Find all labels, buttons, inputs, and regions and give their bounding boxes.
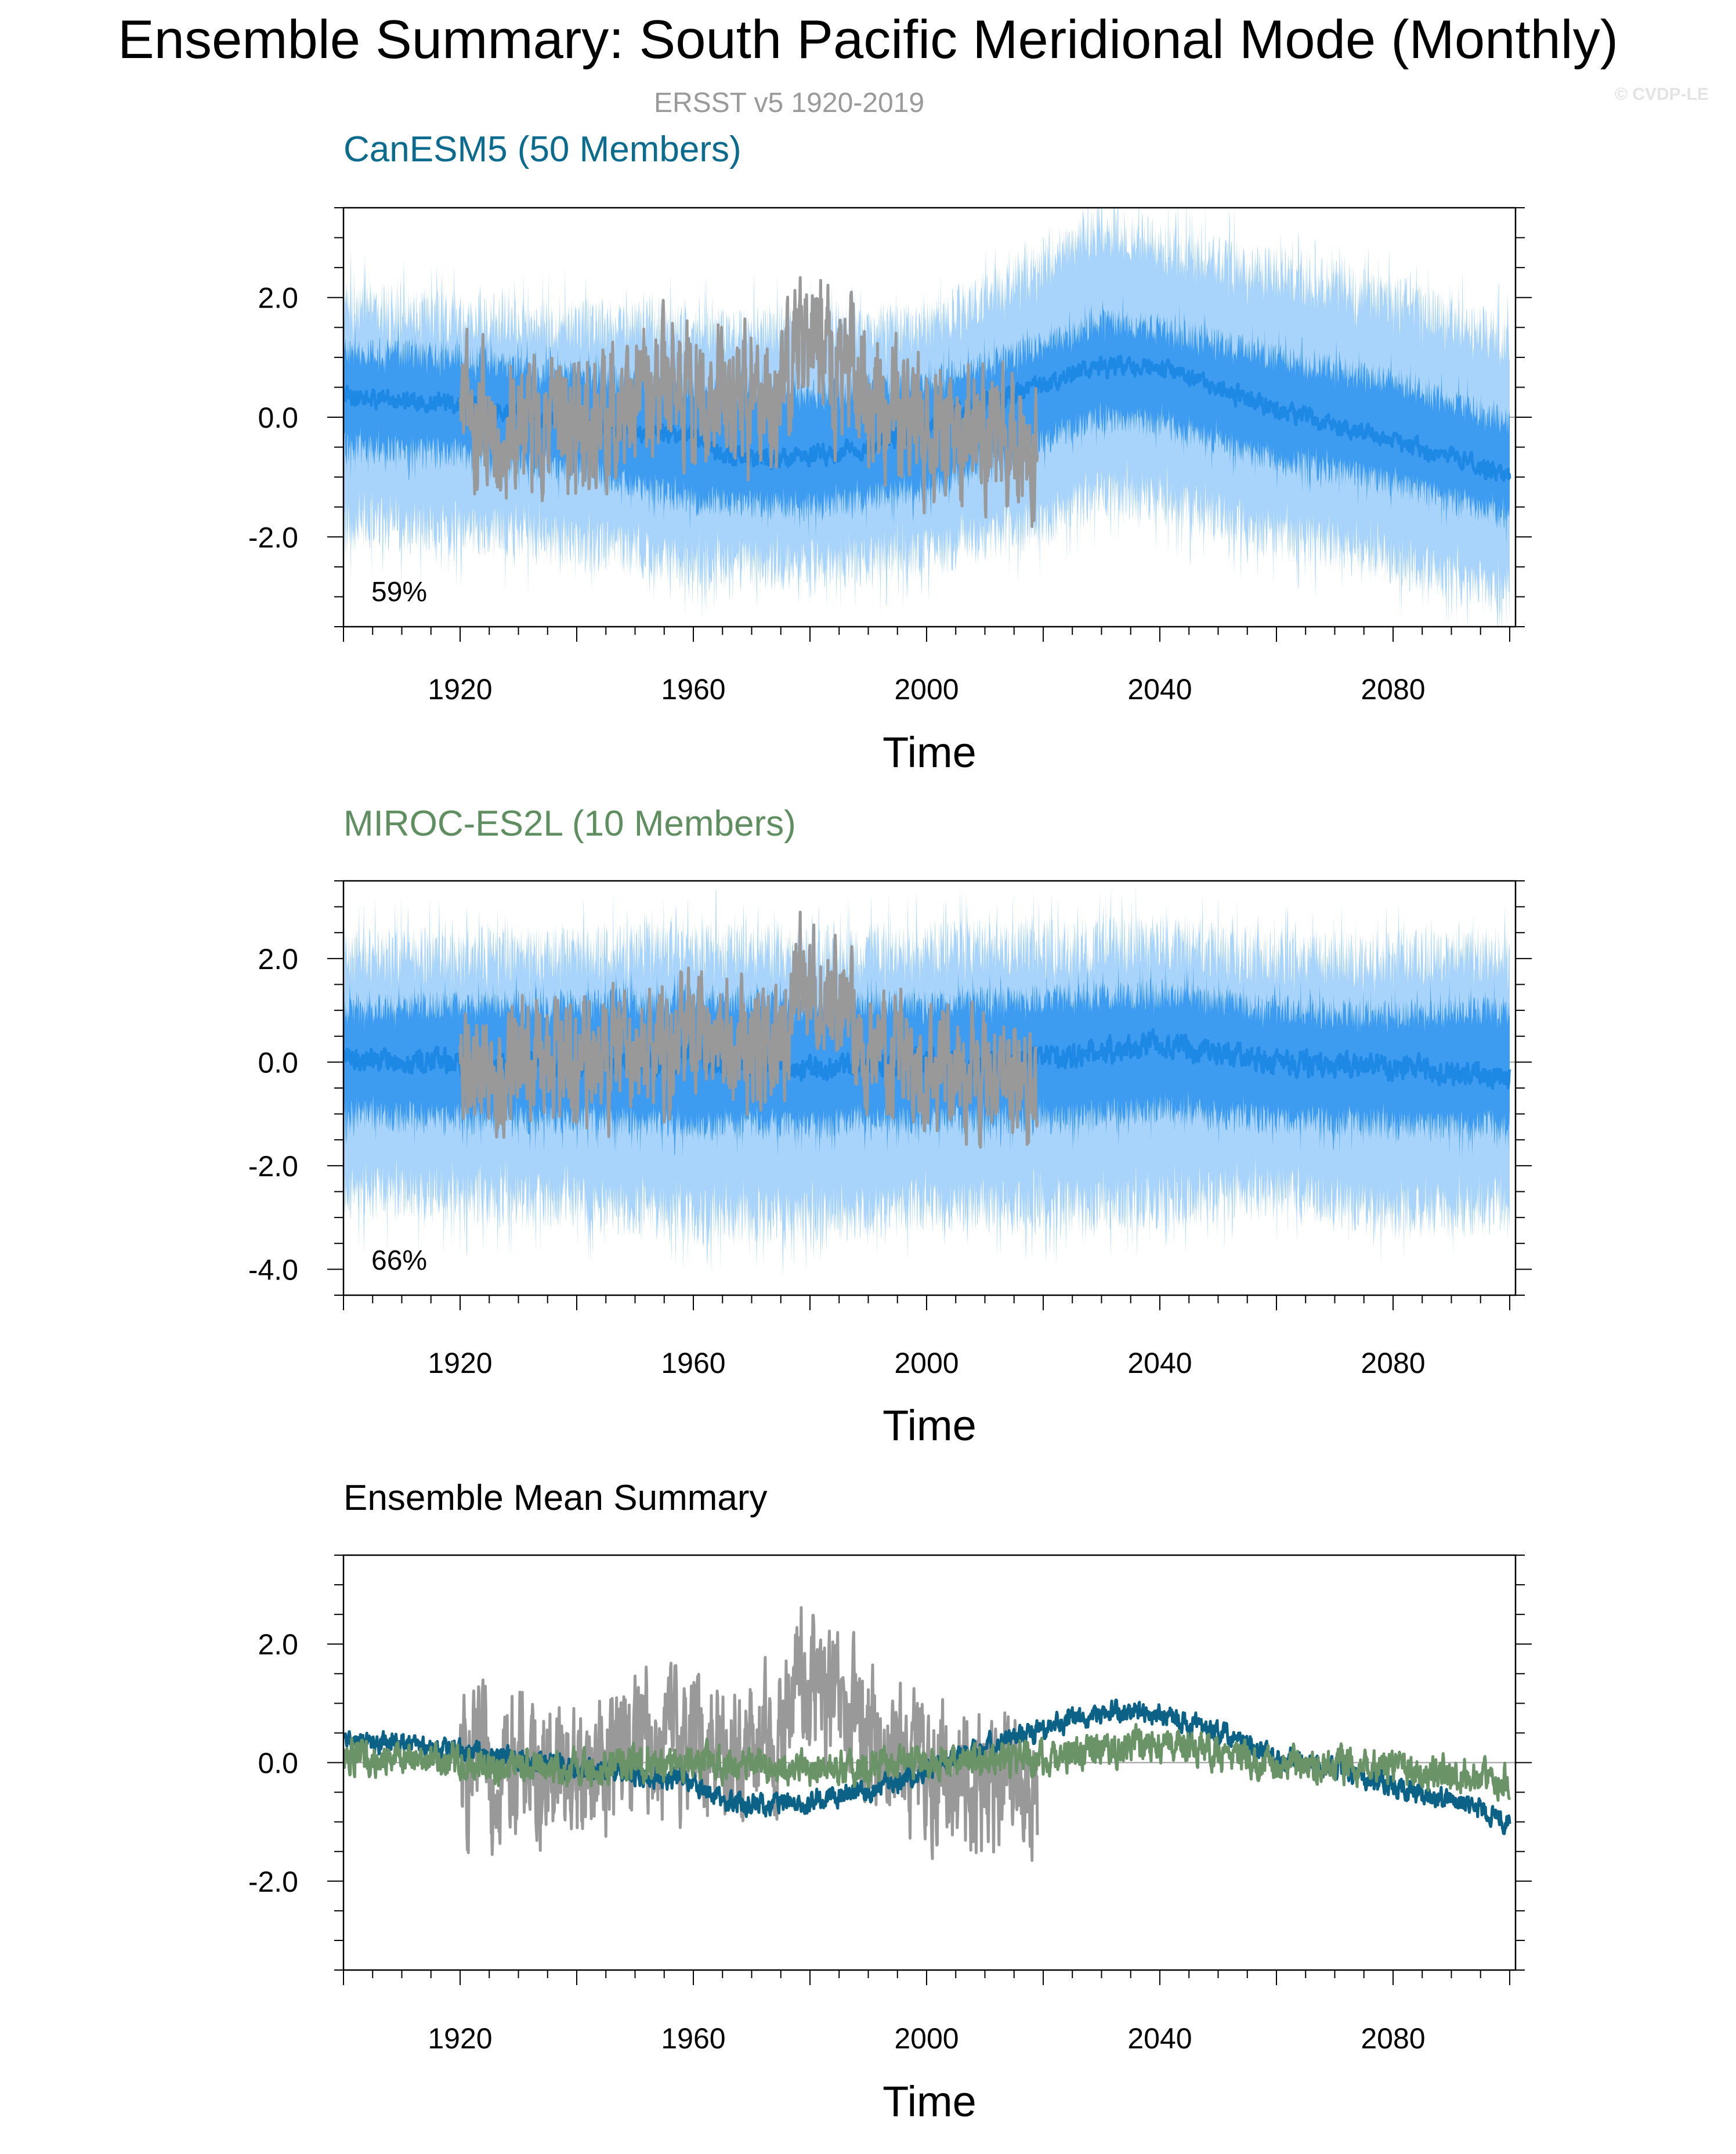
chart-panel-2: MIROC-ES2L (10 Members) 2.0 0.0 -2.0 -4.0 192… — [248, 804, 1532, 1450]
x-tick-label: 2000 — [894, 673, 959, 706]
panel-title: Ensemble Mean Summary — [343, 1478, 768, 1518]
y-tick-label: 2.0 — [258, 1628, 298, 1661]
x-tick-label: 1920 — [428, 673, 492, 706]
panel-annotation: 66% — [371, 1245, 427, 1276]
x-axis-label: Time — [883, 2077, 976, 2126]
x-tick-label: 2080 — [1361, 1347, 1425, 1379]
x-tick-label: 2000 — [894, 2022, 959, 2055]
series-line-miroc-es2l-ensemble-mean — [343, 1723, 1511, 1802]
x-tick-label: 1960 — [661, 673, 725, 706]
y-tick-label: 2.0 — [258, 282, 298, 315]
series-line-ersst-v5 — [458, 276, 1039, 529]
x-tick-label: 2000 — [894, 1347, 959, 1379]
y-tick-label: -2.0 — [248, 521, 298, 554]
panel-title: MIROC-ES2L (10 Members) — [343, 804, 796, 844]
panel-title: CanESM5 (50 Members) — [343, 129, 742, 169]
series-line-ersst-v5 — [458, 1606, 1039, 1862]
series-line-ensemble-mean — [343, 1028, 1511, 1090]
x-tick-label: 1920 — [428, 2022, 492, 2055]
x-tick-label: 1960 — [661, 2022, 725, 2055]
x-tick-label: 2040 — [1127, 673, 1192, 706]
y-tick-label: 2.0 — [258, 943, 298, 975]
x-tick-label: 1960 — [661, 1347, 725, 1379]
series-line-ersst-v5 — [458, 910, 1039, 1149]
x-tick-label: 2080 — [1361, 673, 1425, 706]
figure-subtitle: ERSST v5 1920-2019 — [654, 88, 924, 118]
x-tick-label: 2040 — [1127, 1347, 1192, 1379]
x-tick-label: 2040 — [1127, 2022, 1192, 2055]
chart-panel-3: Ensemble Mean Summary 2.0 0.0 -2.0 1920 1960 2… — [248, 1478, 1532, 2126]
x-tick-label: 1920 — [428, 1347, 492, 1379]
y-tick-label: -2.0 — [248, 1866, 298, 1898]
plot-area — [343, 1606, 1516, 1862]
chart-panels: CanESM5 (50 Members) 2.0 0.0 -2.0 1920 1960 20… — [248, 129, 1532, 2126]
y-tick-label: 0.0 — [258, 402, 298, 434]
x-axis-label: Time — [883, 1401, 976, 1450]
plot-area — [343, 208, 1516, 627]
x-axis-label: Time — [883, 728, 976, 776]
plot-area — [343, 883, 1516, 1278]
panel-annotation: 59% — [371, 577, 427, 608]
figure-title: Ensemble Summary: South Pacific Meridion… — [118, 9, 1618, 70]
y-tick-label: -4.0 — [248, 1253, 298, 1286]
x-tick-label: 2080 — [1361, 2022, 1425, 2055]
y-tick-label: -2.0 — [248, 1150, 298, 1183]
credit-watermark: © CVDP-LE — [1615, 85, 1709, 104]
chart-panel-1: CanESM5 (50 Members) 2.0 0.0 -2.0 1920 1960 20… — [248, 129, 1532, 776]
y-tick-label: 0.0 — [258, 1046, 298, 1079]
y-tick-label: 0.0 — [258, 1747, 298, 1780]
